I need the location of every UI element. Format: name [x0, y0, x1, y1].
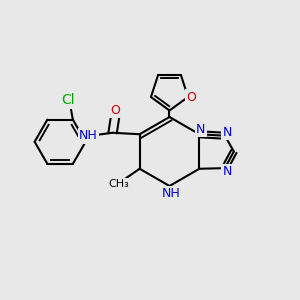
- Text: O: O: [187, 91, 196, 103]
- Text: NH: NH: [162, 187, 180, 200]
- Text: CH₃: CH₃: [108, 179, 129, 189]
- Text: Cl: Cl: [61, 93, 75, 107]
- Text: O: O: [111, 104, 121, 117]
- Text: N: N: [196, 123, 206, 136]
- Text: N: N: [223, 126, 232, 139]
- Text: NH: NH: [79, 129, 98, 142]
- Text: N: N: [223, 165, 232, 178]
